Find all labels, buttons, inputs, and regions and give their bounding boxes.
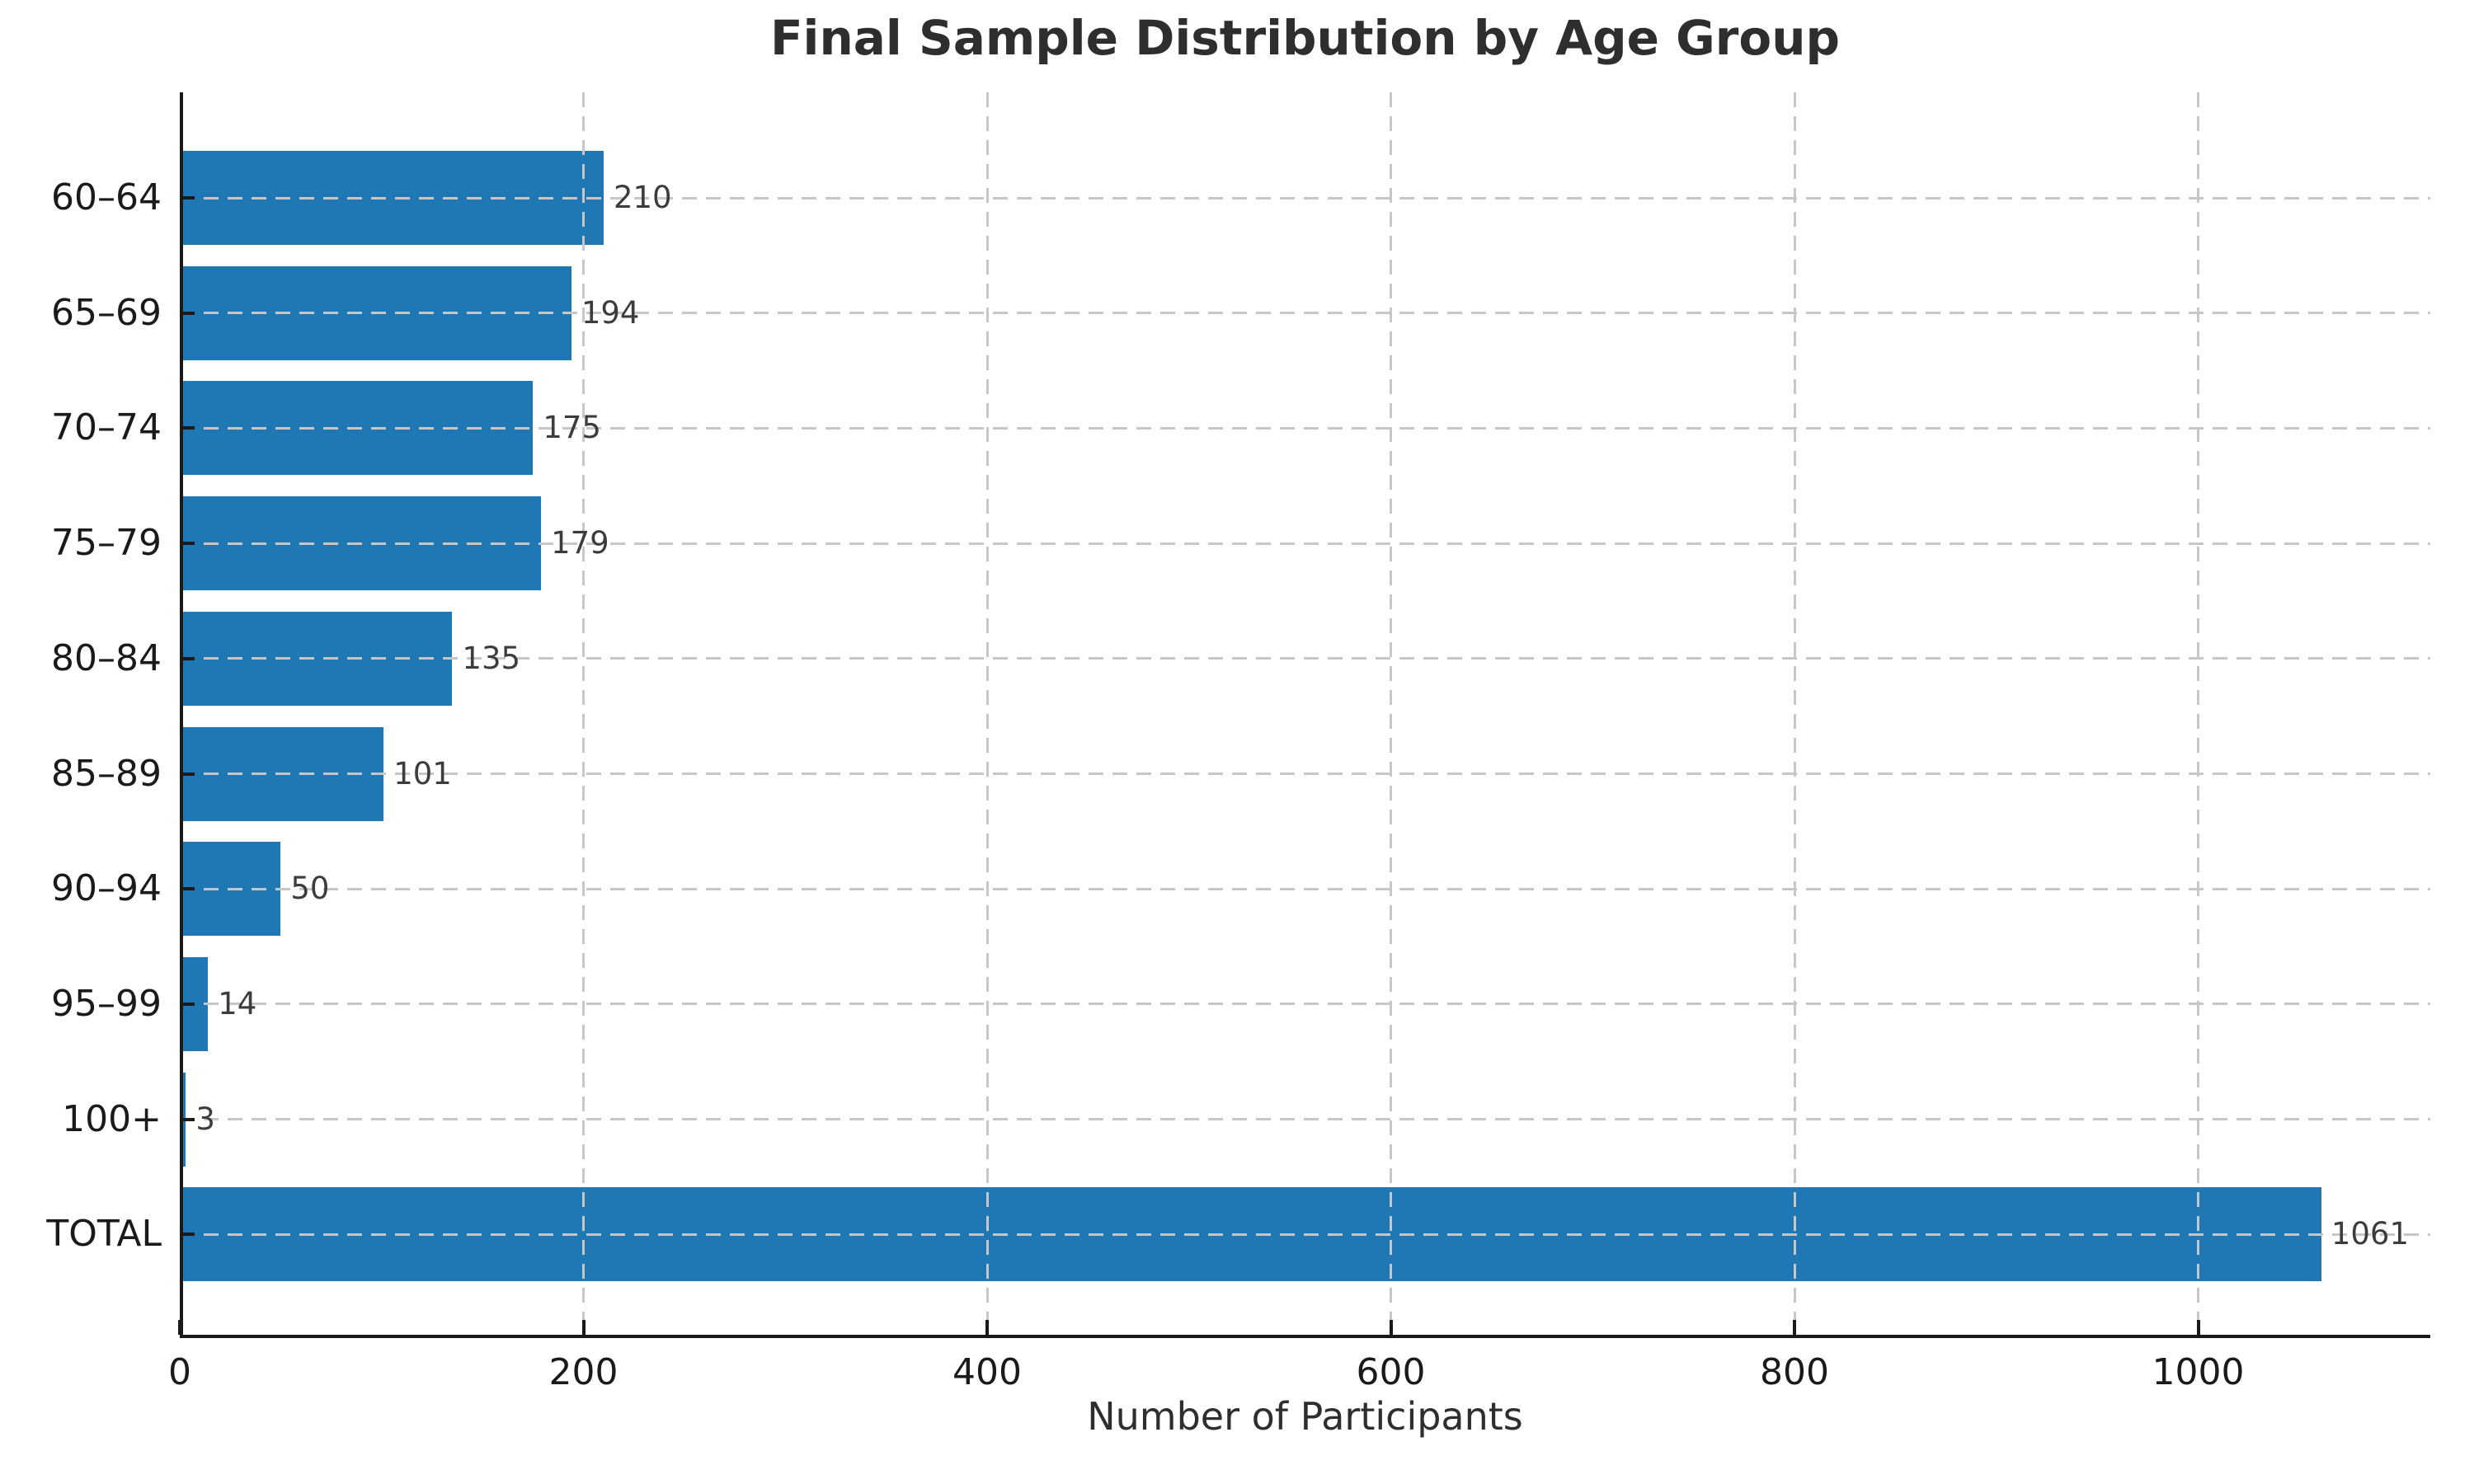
bar-value-label: 210 xyxy=(613,180,672,215)
bar-value-label: 1061 xyxy=(2331,1216,2409,1252)
x-tick-label: 1000 xyxy=(2152,1351,2245,1393)
y-tick-mark xyxy=(180,542,195,546)
x-tick-label: 0 xyxy=(168,1351,191,1393)
y-gridline xyxy=(180,1233,2430,1236)
x-tick-label: 200 xyxy=(548,1351,618,1393)
y-gridline xyxy=(180,196,2430,200)
bar-value-label: 179 xyxy=(551,525,609,561)
x-axis-label: Number of Participants xyxy=(1087,1394,1523,1439)
x-tick-mark xyxy=(1389,1320,1393,1335)
y-gridline xyxy=(180,887,2430,890)
x-tick-mark xyxy=(581,1320,586,1335)
y-tick-mark xyxy=(180,1002,195,1006)
x-gridline xyxy=(1793,92,1796,1338)
x-gridline xyxy=(2197,92,2200,1338)
y-gridline xyxy=(180,1118,2430,1121)
y-gridline xyxy=(180,312,2430,315)
bar-value-label: 50 xyxy=(290,871,330,907)
x-tick-label: 400 xyxy=(952,1351,1022,1393)
bar-value-label: 135 xyxy=(462,640,521,676)
x-gridline xyxy=(1390,92,1393,1338)
y-tick-mark xyxy=(180,887,195,891)
bar-value-label: 175 xyxy=(543,410,601,446)
plot-area: 0 200 400 600 800 1000 60–64 210 65–69 194 70–74 17… xyxy=(46,92,2430,1393)
y-tick-mark xyxy=(180,1233,195,1237)
y-gridline xyxy=(180,773,2430,775)
y-tick-mark xyxy=(180,426,195,430)
x-gridline xyxy=(582,92,585,1338)
y-tick-label: 80–84 xyxy=(51,636,162,679)
x-tick-label: 600 xyxy=(1356,1351,1426,1393)
x-tick-mark xyxy=(1793,1320,1797,1335)
x-tick-mark xyxy=(985,1320,989,1335)
y-tick-label: 75–79 xyxy=(51,522,162,565)
bar-value-label: 14 xyxy=(218,985,257,1021)
bar-value-label: 3 xyxy=(195,1101,215,1137)
y-tick-label: 100+ xyxy=(62,1097,162,1140)
bar-value-label: 194 xyxy=(581,294,640,331)
x-gridline xyxy=(985,92,989,1338)
x-tick-label: 800 xyxy=(1760,1351,1829,1393)
y-tick-mark xyxy=(180,1117,195,1121)
y-tick-label: 65–69 xyxy=(51,291,162,334)
bar-value-label: 101 xyxy=(393,755,452,791)
y-tick-mark xyxy=(180,656,195,660)
y-tick-label: 95–99 xyxy=(51,982,162,1025)
chart-title: Final Sample Distribution by Age Group xyxy=(769,10,1841,66)
y-axis-spine xyxy=(180,92,183,1338)
y-tick-mark xyxy=(180,196,195,200)
x-axis-spine xyxy=(180,1335,2430,1338)
y-gridline xyxy=(180,657,2430,660)
y-tick-label: 70–74 xyxy=(51,406,162,449)
y-tick-label: 90–94 xyxy=(51,867,162,910)
y-tick-mark xyxy=(180,311,195,315)
y-tick-label: 85–89 xyxy=(51,752,162,795)
y-tick-label: TOTAL xyxy=(46,1213,162,1256)
x-tick-mark xyxy=(178,1320,181,1335)
y-gridline xyxy=(180,426,2430,430)
y-gridline xyxy=(180,1003,2430,1006)
y-tick-mark xyxy=(180,772,195,776)
y-tick-label: 60–64 xyxy=(51,176,162,218)
x-tick-mark xyxy=(2196,1320,2200,1335)
y-gridline xyxy=(180,542,2430,545)
